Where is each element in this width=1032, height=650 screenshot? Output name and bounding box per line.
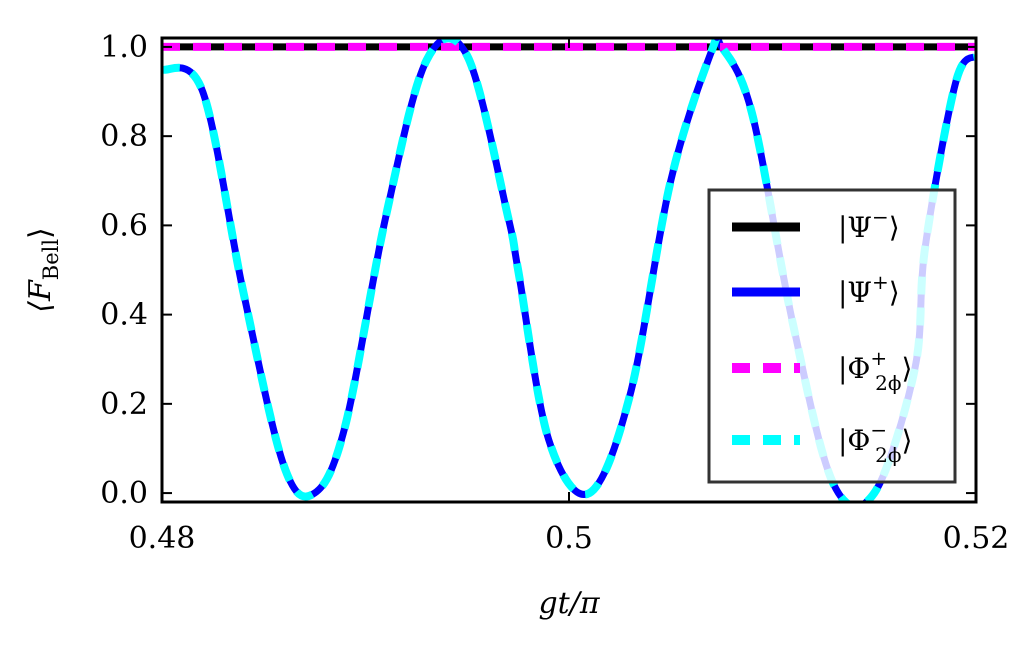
y-tick-label: 0.8 — [100, 119, 148, 154]
legend-entries: |Ψ−⟩ |Ψ+⟩ |Φ+ 2ϕ⟩ |Φ− 2ϕ⟩ — [732, 205, 912, 467]
legend-label-1: |Ψ−⟩ — [838, 205, 900, 244]
y-axis-label-main: ⟨F — [23, 279, 58, 313]
y-axis-label: ⟨FBell⟩ — [23, 227, 63, 313]
y-tick-label: 0.0 — [100, 476, 148, 511]
x-axis-label: gt/π — [538, 586, 600, 621]
y-tick-label: 0.6 — [100, 208, 148, 243]
y-tick-label: 1.0 — [100, 30, 148, 65]
y-tick-label: 0.4 — [100, 298, 148, 333]
legend-box — [707, 188, 957, 484]
y-axis-label-sub: Bell — [39, 239, 63, 281]
svg-text:⟨FBell⟩: ⟨FBell⟩ — [23, 227, 63, 313]
y-axis-label-close: ⟩ — [23, 227, 58, 239]
x-tick-label: 0.52 — [943, 521, 1010, 556]
x-tick-label: 0.5 — [545, 521, 593, 556]
legend-label-4: |Φ− 2ϕ⟩ — [838, 418, 912, 467]
legend: |Ψ−⟩ |Ψ+⟩ |Φ+ 2ϕ⟩ |Φ− 2ϕ⟩ — [707, 188, 957, 484]
legend-label-2: |Ψ+⟩ — [838, 270, 900, 309]
x-tick-label: 0.48 — [129, 521, 196, 556]
tick-layer: 0.48 0.5 0.52 0.0 0.2 0.4 0.6 0.8 1.0 — [100, 30, 1009, 556]
series-line-4 — [162, 38, 976, 502]
y-tick-label: 0.2 — [100, 387, 148, 422]
legend-label-3: |Φ+ 2ϕ⟩ — [838, 346, 912, 395]
